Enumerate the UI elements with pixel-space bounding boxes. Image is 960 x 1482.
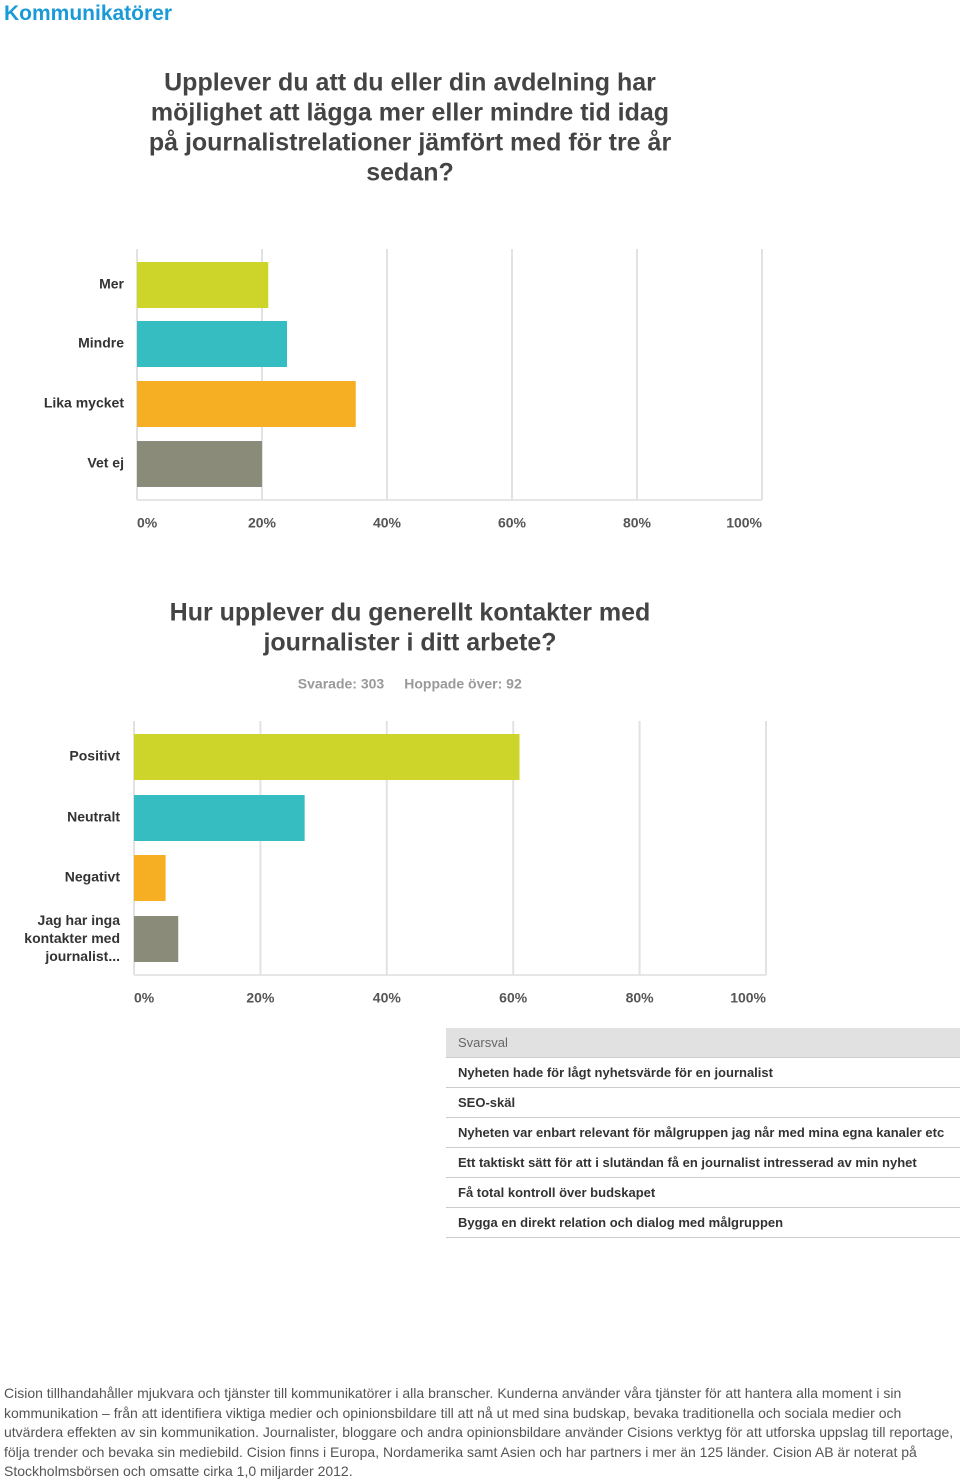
x-tick-label: 40% xyxy=(373,515,402,531)
table-row: Ett taktiskt sätt för att i slutändan få… xyxy=(446,1148,960,1178)
x-tick-label: 80% xyxy=(626,990,655,1006)
chart-subtitle: Hoppade över: 92 xyxy=(404,676,522,692)
x-tick-label: 0% xyxy=(137,515,158,531)
category-label: Lika mycket xyxy=(44,395,124,411)
x-tick-label: 100% xyxy=(726,515,762,531)
category-label: Negativt xyxy=(65,869,121,885)
bar xyxy=(134,855,166,901)
x-tick-label: 20% xyxy=(248,515,277,531)
category-label: Positivt xyxy=(69,748,120,764)
bar xyxy=(137,262,269,308)
x-tick-label: 100% xyxy=(730,990,766,1006)
chart-title: Hur upplever du generellt kontakter med xyxy=(170,599,651,627)
x-tick-label: 80% xyxy=(623,515,652,531)
x-tick-label: 0% xyxy=(134,990,155,1006)
chart-title: journalister i ditt arbete? xyxy=(262,629,556,657)
category-label: Mindre xyxy=(78,335,124,351)
x-tick-label: 60% xyxy=(498,515,527,531)
table-row: Få total kontroll över budskapet xyxy=(446,1178,960,1208)
table: Svarsval Nyheten hade för lågt nyhetsvär… xyxy=(446,1028,960,1238)
bar xyxy=(137,441,262,487)
x-tick-label: 20% xyxy=(246,990,275,1006)
category-label: Mer xyxy=(99,276,124,292)
chart-title: möjlighet att lägga mer eller mindre tid… xyxy=(151,99,669,127)
category-label: Vet ej xyxy=(87,455,124,471)
category-label: Neutralt xyxy=(67,809,120,825)
category-label-line: Jag har inga xyxy=(38,912,121,928)
bar xyxy=(134,916,179,962)
bar xyxy=(134,795,305,841)
x-tick-label: 60% xyxy=(499,990,528,1006)
chart-title: på journalistrelationer jämfört med för … xyxy=(149,129,672,157)
bar xyxy=(137,321,287,367)
footer-text: Cision tillhandahåller mjukvara och tjän… xyxy=(4,1385,954,1480)
category-label-line: journalist... xyxy=(44,948,120,964)
table-header: Svarsval xyxy=(446,1028,960,1058)
x-tick-label: 40% xyxy=(373,990,402,1006)
bar xyxy=(137,381,356,427)
chart-title: sedan? xyxy=(366,159,454,187)
table-row: Nyheten var enbart relevant för målgrupp… xyxy=(446,1118,960,1148)
header-title: Kommunikatörer xyxy=(4,2,173,25)
table-row: Bygga en direkt relation och dialog med … xyxy=(446,1208,960,1238)
table-row: Nyheten hade för lågt nyhetsvärde för en… xyxy=(446,1058,960,1088)
chart-title: Upplever du att du eller din avdelning h… xyxy=(164,69,656,97)
chart-subtitle: Svarade: 303 xyxy=(298,676,385,692)
category-label: Jag har inga kontakter med journalist... xyxy=(24,912,120,964)
bar xyxy=(134,734,520,780)
table-row: SEO-skäl xyxy=(446,1088,960,1118)
charts: Upplever du att du eller din avdelning h… xyxy=(24,69,767,1006)
category-label-line: kontakter med xyxy=(24,930,120,946)
